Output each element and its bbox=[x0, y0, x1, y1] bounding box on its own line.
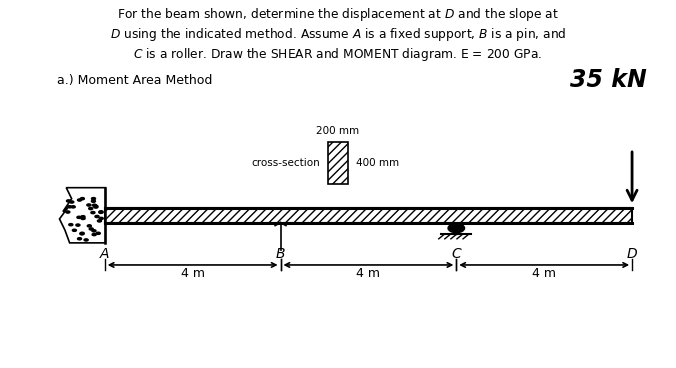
Text: For the beam shown, determine the displacement at $D$ and the slope at: For the beam shown, determine the displa… bbox=[117, 6, 559, 22]
Text: B: B bbox=[276, 247, 285, 261]
Text: D: D bbox=[627, 247, 637, 261]
Text: cross-section: cross-section bbox=[251, 158, 320, 168]
Text: 4 m: 4 m bbox=[356, 267, 381, 280]
Text: a.) Moment Area Method: a.) Moment Area Method bbox=[57, 74, 213, 86]
Text: $D$ using the indicated method. Assume $A$ is a fixed support, $B$ is a pin, and: $D$ using the indicated method. Assume $… bbox=[110, 26, 566, 43]
Text: 400 mm: 400 mm bbox=[356, 158, 400, 168]
Text: 4 m: 4 m bbox=[180, 267, 205, 280]
Text: 4 m: 4 m bbox=[532, 267, 556, 280]
Text: 35 kN: 35 kN bbox=[570, 68, 647, 92]
Text: A: A bbox=[100, 247, 110, 261]
Text: C: C bbox=[452, 247, 461, 261]
Text: 200 mm: 200 mm bbox=[316, 126, 360, 136]
Text: $C$ is a roller. Draw the SHEAR and MOMENT diagram. E = 200 GPa.: $C$ is a roller. Draw the SHEAR and MOME… bbox=[133, 46, 543, 63]
